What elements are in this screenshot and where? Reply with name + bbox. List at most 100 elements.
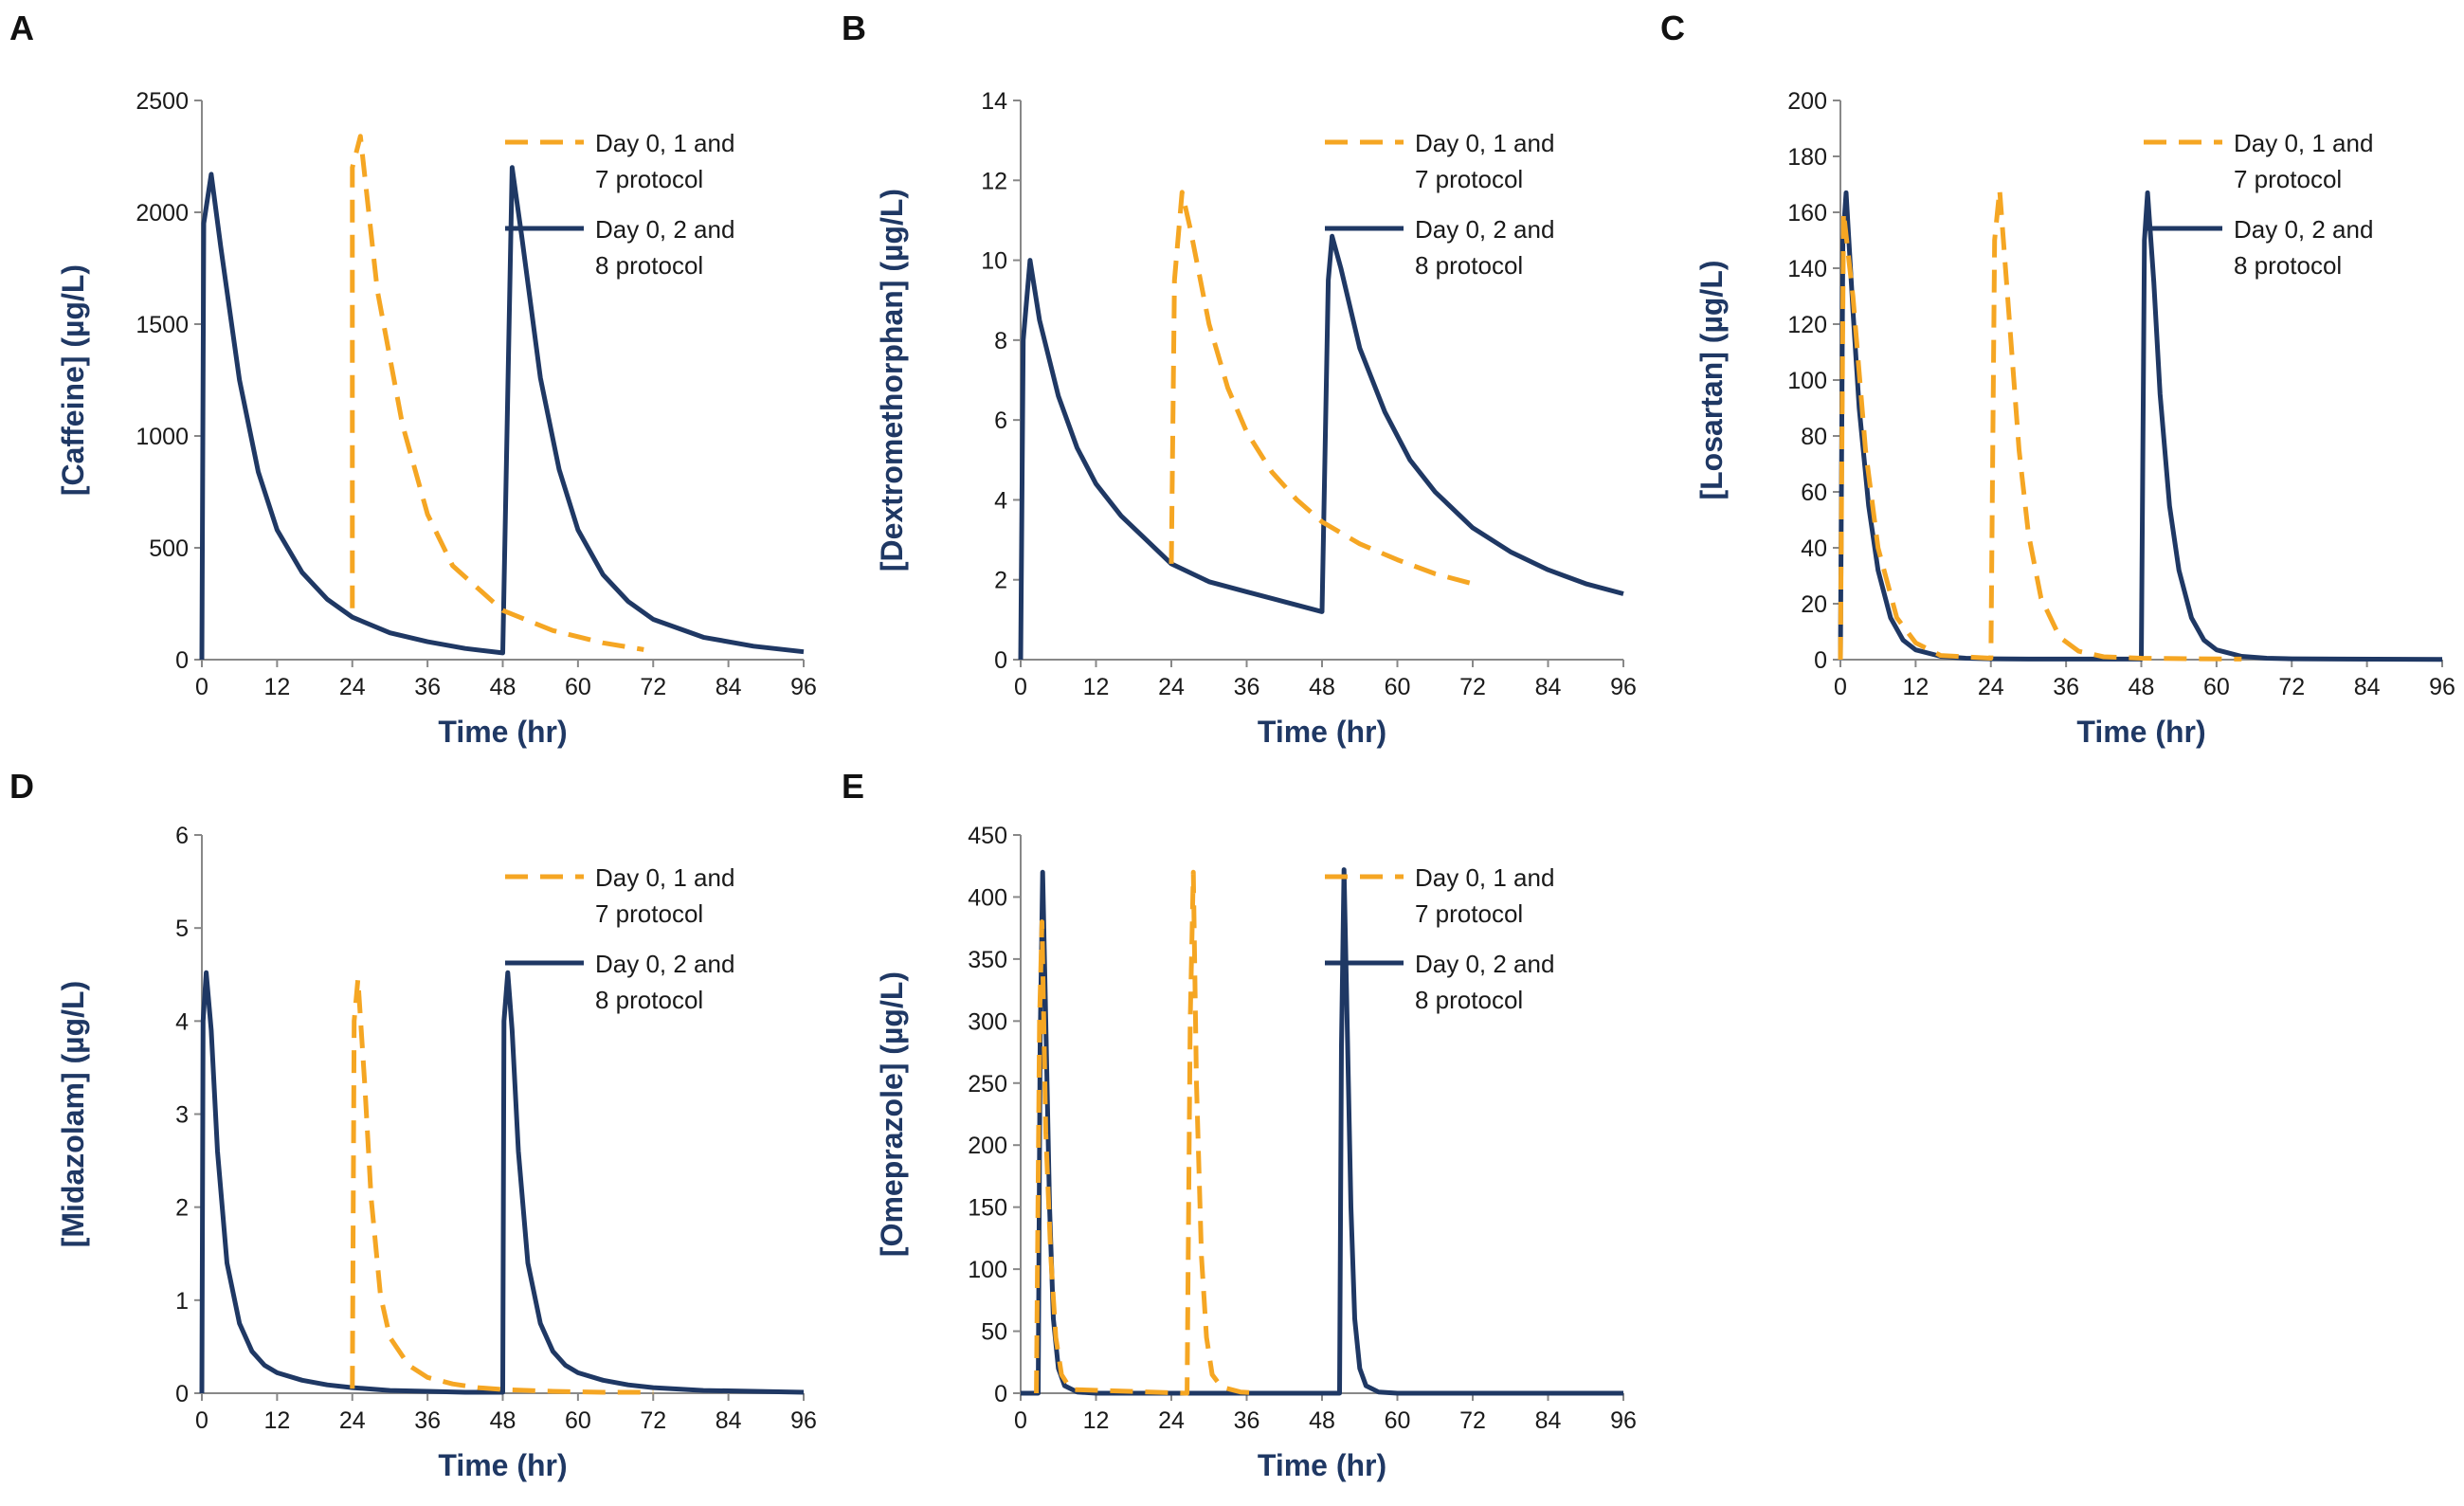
y-tick-label: 120: [1787, 312, 1827, 338]
legend-label: Day 0, 2 and: [595, 950, 734, 978]
panel-e: E 0 50 100 150 200 250 300 350 400 450 0 12 24 36 48 60 7…: [842, 767, 1637, 1482]
x-tick-label: 36: [2053, 674, 2079, 700]
series-line-day-0-2-8: [1838, 190, 2443, 662]
y-tick-label: 100: [1787, 368, 1827, 394]
x-tick-label: 60: [565, 674, 591, 700]
x-tick-label: 24: [1158, 1407, 1185, 1434]
series-line-day-0-1-7: [1838, 187, 2242, 662]
series-line-day-0-1-7: [350, 134, 644, 652]
x-tick-label: 48: [490, 674, 516, 700]
y-tick-label: 2: [175, 1195, 189, 1222]
y-tick-label: 300: [968, 1008, 1007, 1035]
x-tick-label: 0: [195, 674, 208, 700]
x-tick-label: 24: [1978, 674, 2004, 700]
legend-label: Day 0, 1 and: [595, 129, 734, 157]
legend-label: 8 protocol: [1415, 251, 1523, 280]
x-tick-label: 36: [414, 674, 441, 700]
x-axis-label: Time (hr): [438, 1448, 567, 1482]
y-tick-label: 20: [1801, 591, 1827, 618]
x-tick-label: 24: [339, 1407, 366, 1434]
x-tick-label: 84: [716, 1407, 742, 1434]
y-tick-label: 200: [968, 1133, 1007, 1159]
x-tick-label: 84: [1535, 674, 1562, 700]
series-line-day-0-1-7: [1169, 190, 1474, 587]
y-tick-label: 0: [994, 1381, 1007, 1407]
y-tick-label: 0: [1814, 647, 1827, 674]
x-tick-label: 36: [1234, 1407, 1260, 1434]
panel-c: C 0 20 40 60 80 100 120 140 160 180 200 0 12 24 36 48 60 7…: [1660, 9, 2455, 749]
x-tick-label: 60: [1385, 1407, 1411, 1434]
panel-letter-e: E: [842, 767, 864, 806]
y-tick-label: 160: [1787, 200, 1827, 227]
y-tick-label: 200: [1787, 88, 1827, 115]
series-line-day-0-2-8: [1018, 233, 1624, 661]
x-tick-label: 0: [1014, 1407, 1027, 1434]
y-tick-label: 500: [149, 535, 189, 562]
legend-label: Day 0, 2 and: [1415, 215, 1554, 244]
panel-letter-c: C: [1660, 9, 1685, 47]
y-tick-label: 140: [1787, 256, 1827, 282]
x-tick-label: 72: [2278, 674, 2305, 700]
x-tick-label: 84: [2354, 674, 2381, 700]
x-tick-label: 48: [1309, 674, 1335, 700]
x-tick-label: 24: [339, 674, 366, 700]
y-tick-label: 3: [175, 1102, 189, 1129]
x-tick-label: 48: [490, 1407, 516, 1434]
x-tick-label: 0: [1834, 674, 1847, 700]
x-tick-label: 60: [1385, 674, 1411, 700]
panel-letter-d: D: [9, 767, 34, 806]
x-tick-label: 96: [1610, 1407, 1637, 1434]
x-tick-label: 96: [790, 1407, 817, 1434]
y-tick-label: 50: [981, 1319, 1007, 1346]
y-tick-label: 2000: [136, 200, 189, 227]
y-tick-label: 450: [968, 823, 1007, 849]
x-tick-label: 0: [195, 1407, 208, 1434]
y-axis-label: [Dextromethorphan] (µg/L): [875, 189, 909, 572]
y-tick-label: 250: [968, 1071, 1007, 1098]
y-tick-label: 400: [968, 884, 1007, 911]
x-axis-label: Time (hr): [1258, 715, 1386, 749]
x-tick-label: 36: [414, 1407, 441, 1434]
y-tick-label: 0: [175, 1381, 189, 1407]
x-tick-label: 36: [1234, 674, 1260, 700]
series-line-day-0-1-7: [1034, 869, 1259, 1396]
x-tick-label: 72: [640, 1407, 666, 1434]
y-tick-label: 8: [994, 328, 1007, 354]
y-tick-label: 2500: [136, 88, 189, 115]
legend-label: Day 0, 2 and: [1415, 950, 1554, 978]
legend-label: Day 0, 2 and: [2234, 215, 2373, 244]
legend-label: Day 0, 1 and: [1415, 129, 1554, 157]
x-tick-label: 12: [263, 674, 290, 700]
y-axis-label: [Midazolam] (µg/L): [56, 981, 90, 1248]
y-tick-label: 6: [175, 823, 189, 849]
y-tick-label: 40: [1801, 535, 1827, 562]
y-tick-label: 12: [981, 168, 1007, 194]
x-tick-label: 48: [1309, 1407, 1335, 1434]
legend-label: Day 0, 1 and: [1415, 863, 1554, 892]
y-tick-label: 1000: [136, 424, 189, 450]
x-tick-label: 96: [1610, 674, 1637, 700]
x-tick-label: 96: [2429, 674, 2455, 700]
y-tick-label: 350: [968, 947, 1007, 973]
x-tick-label: 12: [1083, 1407, 1110, 1434]
x-tick-label: 48: [2129, 674, 2155, 700]
y-tick-label: 1: [175, 1288, 189, 1315]
x-tick-label: 60: [565, 1407, 591, 1434]
x-axis-label: Time (hr): [2076, 715, 2205, 749]
series-line-day-0-2-8: [199, 970, 805, 1395]
x-axis-label: Time (hr): [1258, 1448, 1386, 1482]
series-line-day-0-2-8: [1021, 867, 1623, 1396]
y-tick-label: 80: [1801, 424, 1827, 450]
y-tick-label: 10: [981, 248, 1007, 275]
x-tick-label: 12: [263, 1407, 290, 1434]
y-axis-label: [Losartan] (µg/L): [1694, 260, 1729, 499]
x-tick-label: 60: [2203, 674, 2230, 700]
x-tick-label: 12: [1902, 674, 1929, 700]
y-tick-label: 14: [981, 88, 1007, 115]
legend-label: 7 protocol: [1415, 899, 1523, 928]
x-tick-label: 84: [1535, 1407, 1562, 1434]
legend-label: 8 protocol: [595, 251, 703, 280]
